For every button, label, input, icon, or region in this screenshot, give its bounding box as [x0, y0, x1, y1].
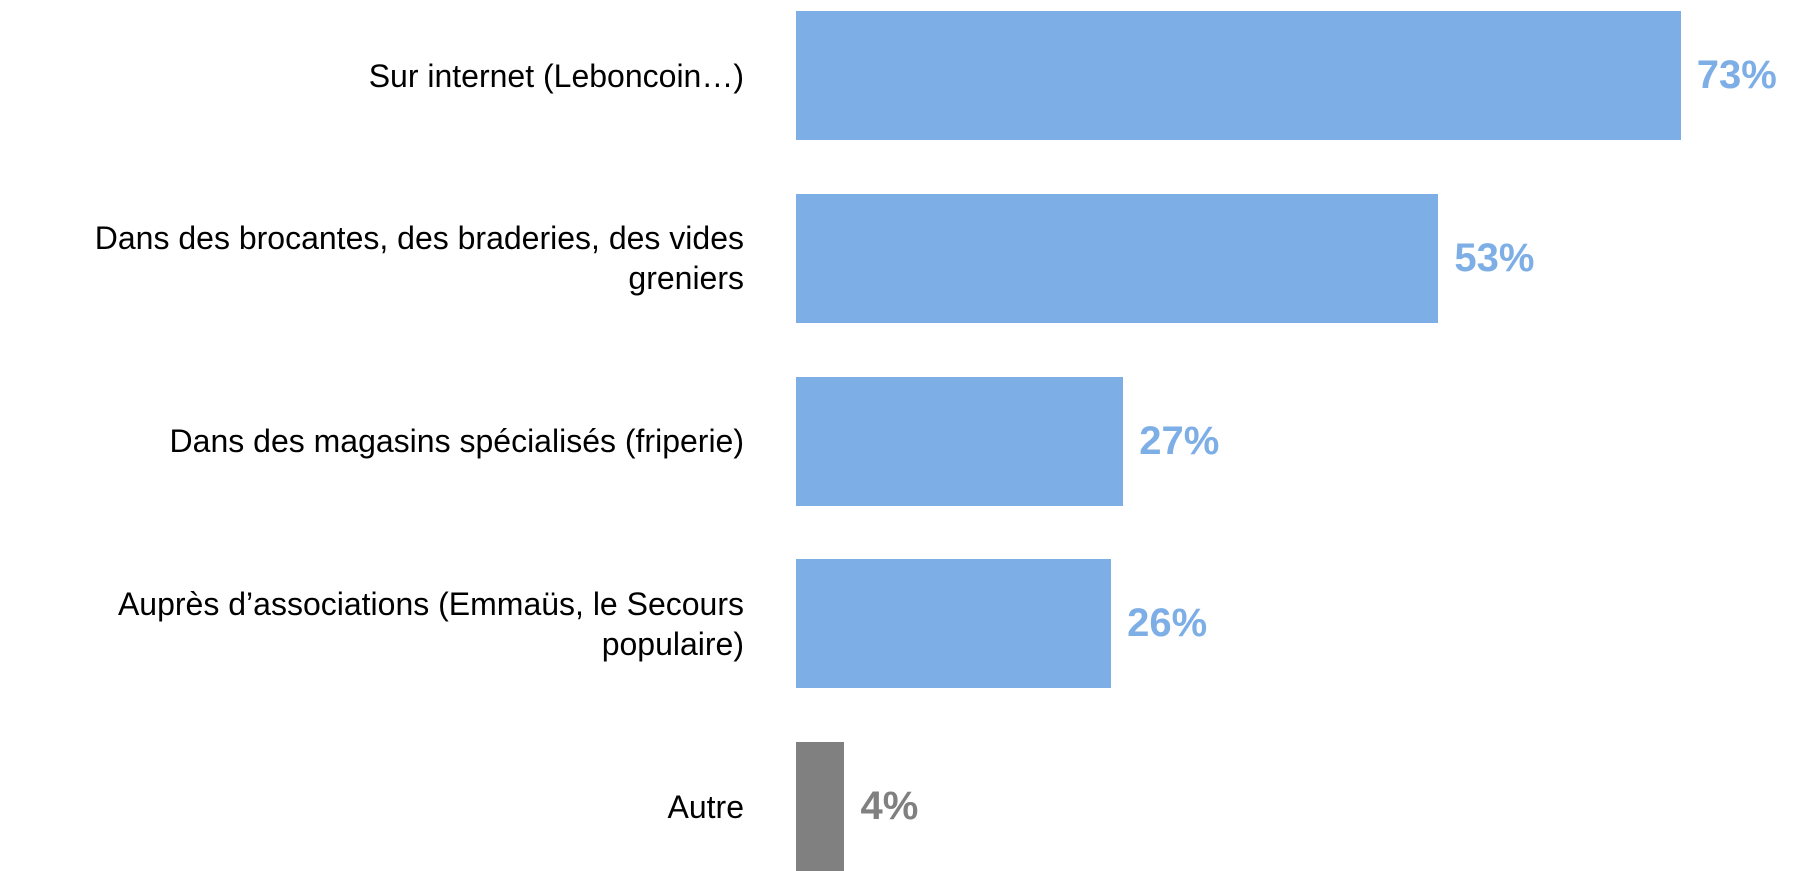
value-label: 26%	[1127, 601, 1208, 646]
category-label: Autre	[667, 788, 744, 825]
value-label: 53%	[1454, 235, 1535, 280]
category-label: Dans des magasins spécialisés (friperie)	[169, 423, 744, 460]
bar	[796, 376, 1124, 506]
value-label: 4%	[860, 784, 919, 829]
category-label: Auprès d’associations (Emmaüs, le Secour…	[117, 585, 744, 662]
bar	[796, 742, 845, 871]
bar	[796, 193, 1439, 323]
category-label: Dans des brocantes, des braderies, des v…	[94, 220, 744, 297]
value-label: 73%	[1696, 53, 1777, 97]
value-label: 27%	[1139, 418, 1220, 463]
bar	[796, 11, 1681, 140]
category-label: Sur internet (Leboncoin…)	[368, 57, 744, 94]
bar	[796, 559, 1112, 689]
